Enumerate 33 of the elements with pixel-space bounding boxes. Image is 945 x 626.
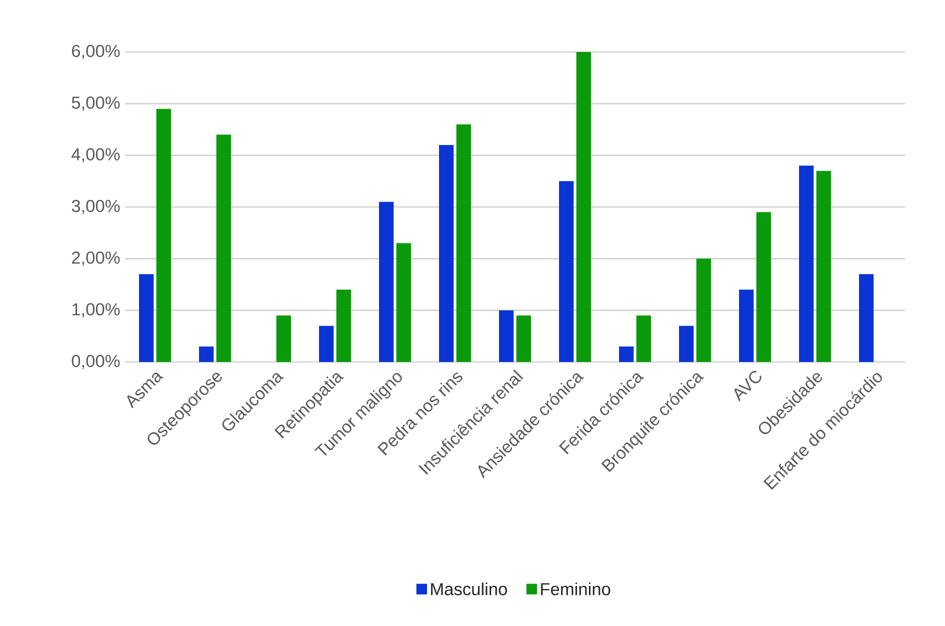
legend-label: Feminino xyxy=(541,582,610,596)
bar xyxy=(799,166,814,362)
bar xyxy=(456,124,472,362)
bar xyxy=(816,170,832,362)
bar xyxy=(499,310,514,362)
y-tick-label: 5,00% xyxy=(72,96,120,111)
bar xyxy=(739,290,754,362)
legend-label: Masculino xyxy=(431,582,507,596)
bar xyxy=(559,181,574,362)
bar xyxy=(696,258,712,362)
bar xyxy=(576,52,592,362)
y-tick-label: 6,00% xyxy=(72,44,120,60)
bar xyxy=(319,326,334,362)
y-tick-label: 3,00% xyxy=(72,200,120,214)
bar xyxy=(199,346,214,362)
bar xyxy=(439,145,454,362)
bar xyxy=(619,346,634,362)
bar xyxy=(276,316,292,362)
y-tick-label: 1,00% xyxy=(72,303,120,318)
bar xyxy=(156,108,172,362)
y-tick-label: 2,00% xyxy=(72,252,120,266)
bar xyxy=(636,316,652,362)
y-tick-label: 0,00% xyxy=(72,354,120,370)
bar xyxy=(756,212,772,362)
bar xyxy=(396,243,412,362)
bar xyxy=(379,202,394,362)
bar xyxy=(679,326,694,362)
bar xyxy=(139,274,154,362)
bar xyxy=(516,316,532,362)
bar xyxy=(216,134,232,362)
y-tick-label: 4,00% xyxy=(72,148,120,162)
bar xyxy=(336,290,352,362)
bar xyxy=(859,274,874,362)
